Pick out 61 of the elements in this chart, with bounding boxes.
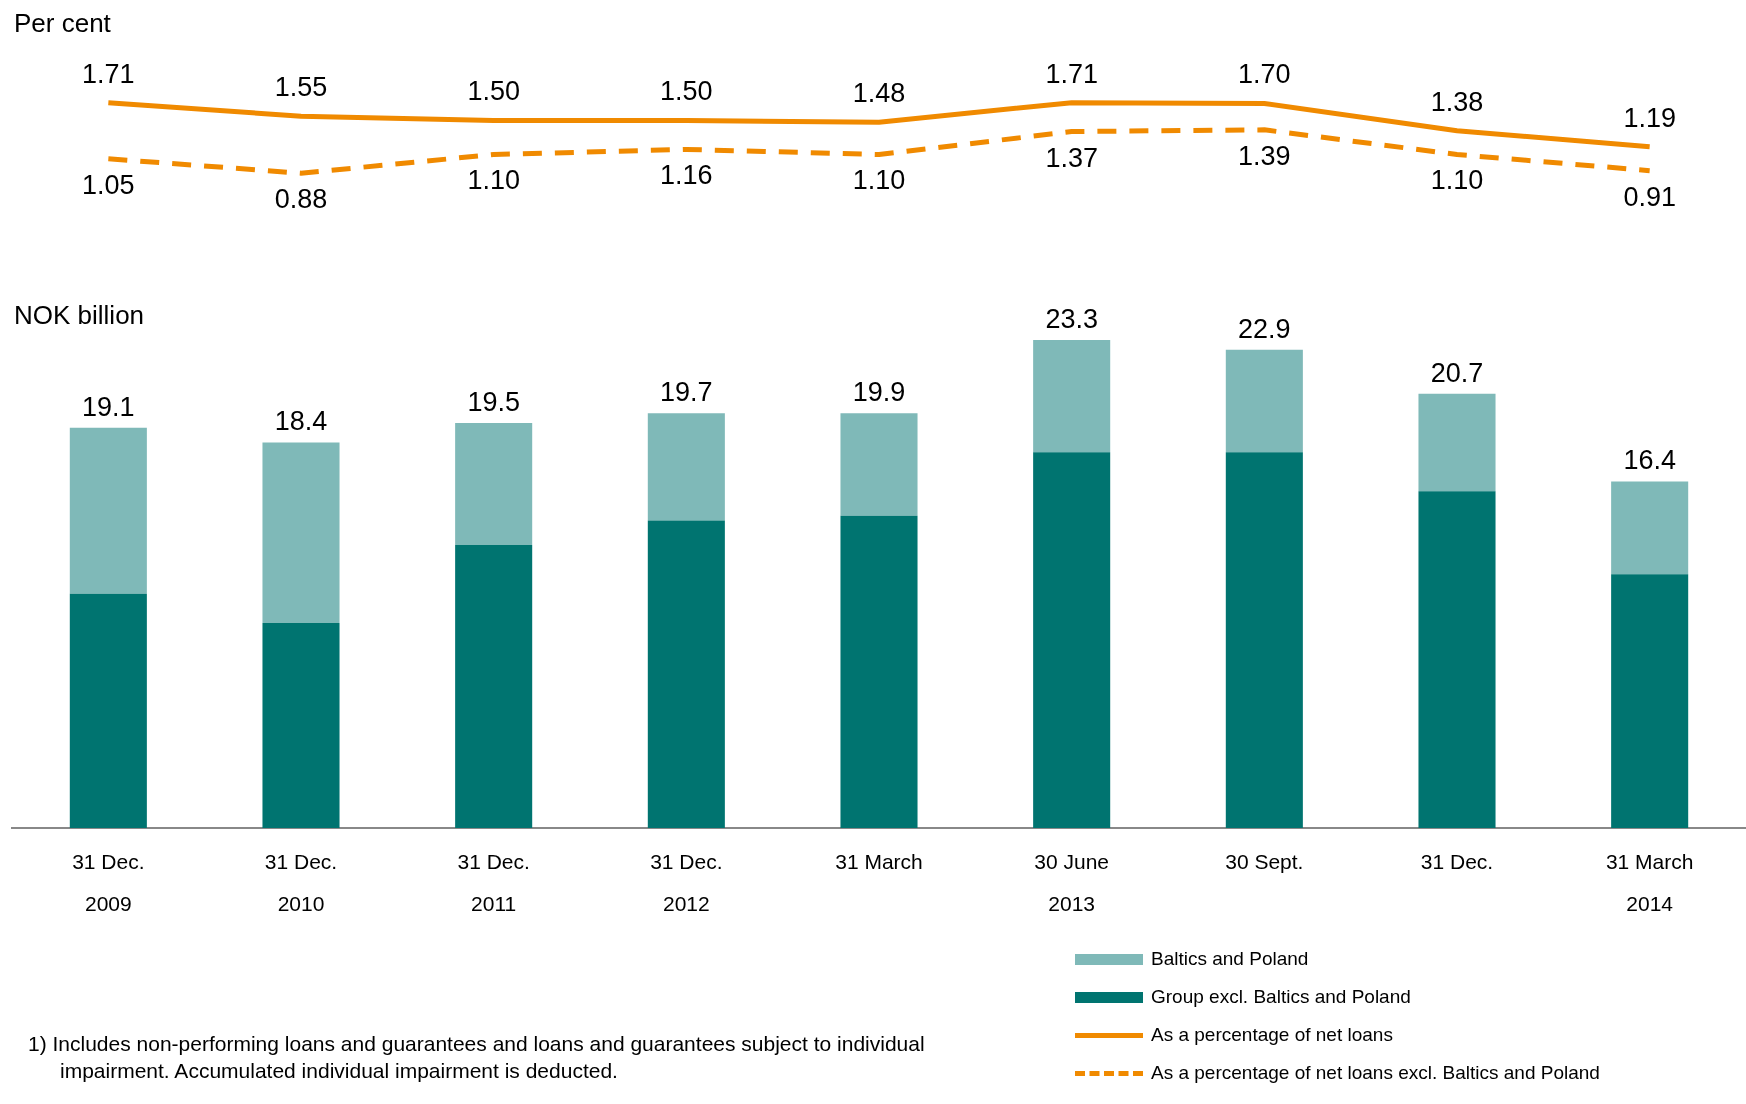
bar [840,515,918,828]
data-label: 0.88 [274,184,328,215]
y-axis-title: NOK billion [14,300,145,331]
x-tick-label: 31 Dec. 2011 [457,849,530,915]
bar [1033,452,1111,828]
x-tick-label: 31 Dec. [1420,849,1494,873]
data-label: 1.10 [1430,165,1484,196]
data-label: 1.05 [82,169,135,200]
x-tick-label: 31 Dec. 2012 [650,849,723,915]
bar [1418,393,1496,492]
bar [455,422,533,545]
data-label: 0.91 [1623,181,1676,212]
data-label: 1.38 [1430,86,1484,117]
text: 1) Includes non-performing loans and guarantees and loans and guarantees subject to individual impairment. Accumulated individual impairment is deducted. [28,1031,926,1084]
annotation: 23.3 [1045,303,1098,334]
bar [840,413,918,516]
annotation: 16.4 [1623,445,1676,476]
annotation: 19.7 [660,377,713,408]
annotation: 19.5 [467,386,520,417]
data-label: 1.55 [274,72,328,103]
bar [1033,340,1111,453]
data-label: 1.39 [1238,140,1291,171]
bar [1611,481,1689,575]
legend-label: As a percentage of net loans excl. Baltics and Poland [1151,1062,1600,1084]
x-tick-label: 31 Dec. 2009 [72,849,145,915]
bar [647,413,725,521]
annotation: 19.1 [82,391,135,422]
data-label: 1.71 [82,58,135,89]
annotation: 22.9 [1238,313,1291,344]
bar [1418,491,1496,828]
data-label: 1.37 [1045,142,1098,173]
annotation: 20.7 [1430,357,1484,388]
legend-label: Baltics and Poland [1151,948,1309,970]
bar [262,623,340,828]
data-label: 1.50 [467,76,520,107]
data-label: 1.19 [1623,102,1676,133]
data-label: 1.71 [1045,58,1098,89]
bar [69,427,147,594]
data-label: 1.16 [660,160,713,191]
bar [1225,452,1303,828]
legend-label: As a percentage of net loans [1151,1024,1393,1046]
bar [262,442,340,624]
bar [1225,349,1303,453]
data-label: 1.10 [467,165,520,196]
legend-label: Group excl. Baltics and Poland [1151,986,1411,1008]
x-tick-label: 30 Sept. [1225,849,1304,873]
data-label: 1.70 [1238,59,1291,90]
bar [1611,574,1689,828]
x-tick-label: 30 June 2013 [1034,849,1110,915]
y-axis-title: Per cent [14,8,111,39]
bar [455,544,533,828]
data-label: 1.48 [852,78,906,109]
bar [69,593,147,828]
annotation: 18.4 [274,406,328,437]
x-tick-label: 31 March [835,849,923,873]
data-label: 1.10 [852,165,906,196]
bar [647,520,725,828]
x-tick-label: 31 Dec. 2010 [264,849,338,915]
x-tick-label: 31 March 2014 [1605,849,1694,915]
annotation: 19.9 [852,377,906,408]
data-label: 1.50 [660,76,713,107]
